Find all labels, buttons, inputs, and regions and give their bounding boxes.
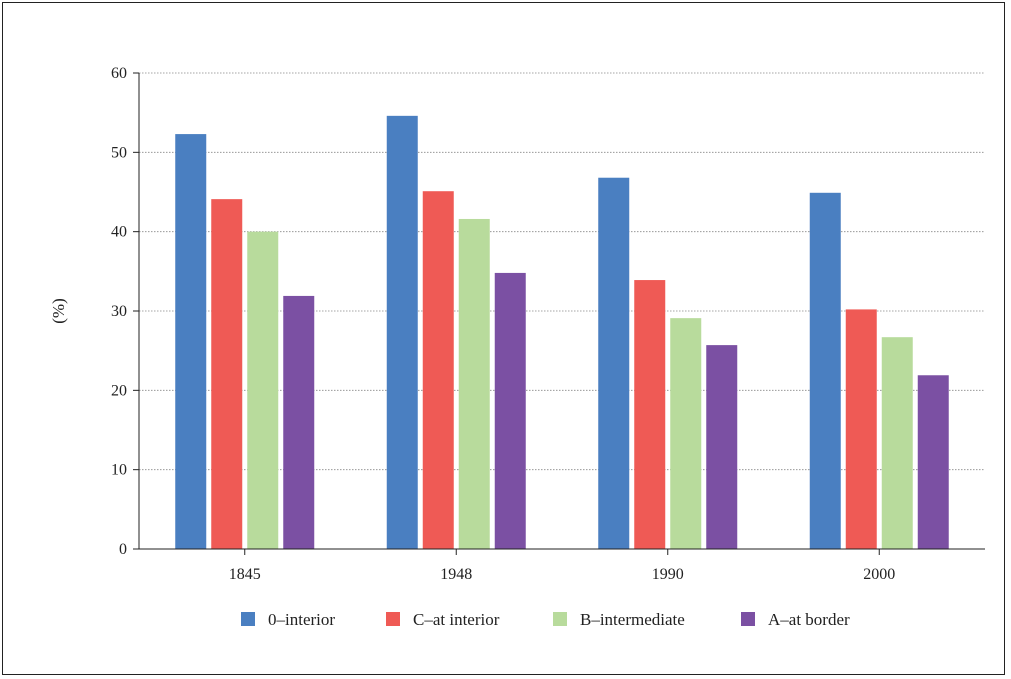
bar-2000-series-0 (809, 192, 841, 549)
bar-1990-series-2 (670, 318, 702, 549)
y-axis: 0 10 20 30 40 50 60 (111, 65, 140, 558)
x-tick-label: 1948 (440, 566, 472, 583)
bar-1990-series-3 (706, 345, 738, 549)
y-tick-label: 30 (111, 303, 127, 320)
bar-1948-series-3 (494, 272, 526, 549)
legend-label: C–at interior (413, 610, 500, 629)
x-tick-label: 1990 (652, 566, 684, 583)
bar-2000-series-2 (881, 337, 913, 549)
bars (175, 115, 949, 549)
legend-label: 0–interior (268, 610, 335, 629)
legend-swatch (553, 612, 567, 626)
legend-label: B–intermediate (580, 610, 685, 629)
bar-1845-series-2 (247, 231, 279, 549)
legend-label: A–at border (768, 610, 850, 629)
bar-1948-series-1 (422, 191, 454, 549)
bar-1845-series-1 (211, 199, 243, 549)
y-tick-label: 0 (119, 541, 127, 558)
y-tick-label: 10 (111, 462, 127, 479)
legend-swatch (741, 612, 755, 626)
bar-1948-series-2 (458, 218, 490, 549)
legend-swatch (241, 612, 255, 626)
y-axis-label: (%) (49, 298, 68, 323)
bar-2000-series-3 (917, 375, 949, 549)
y-tick-label: 60 (111, 65, 127, 82)
y-tick-label: 40 (111, 224, 127, 241)
y-tick-label: 20 (111, 382, 127, 399)
bar-1845-series-3 (283, 295, 315, 549)
legend-swatch (386, 612, 400, 626)
bar-2000-series-1 (845, 309, 877, 549)
bar-1990-series-1 (634, 280, 666, 549)
bar-1990-series-0 (598, 177, 630, 549)
y-tick-label: 50 (111, 144, 127, 161)
x-axis: 1845 1948 1990 2000 (139, 548, 985, 583)
x-tick-label: 1845 (229, 566, 261, 583)
gridlines (139, 72, 985, 471)
x-tick-label: 2000 (863, 566, 895, 583)
bar-1845-series-0 (175, 134, 207, 549)
legend: 0–interior C–at interior B–intermediate A–a… (241, 610, 850, 629)
bar-1948-series-0 (386, 115, 418, 549)
